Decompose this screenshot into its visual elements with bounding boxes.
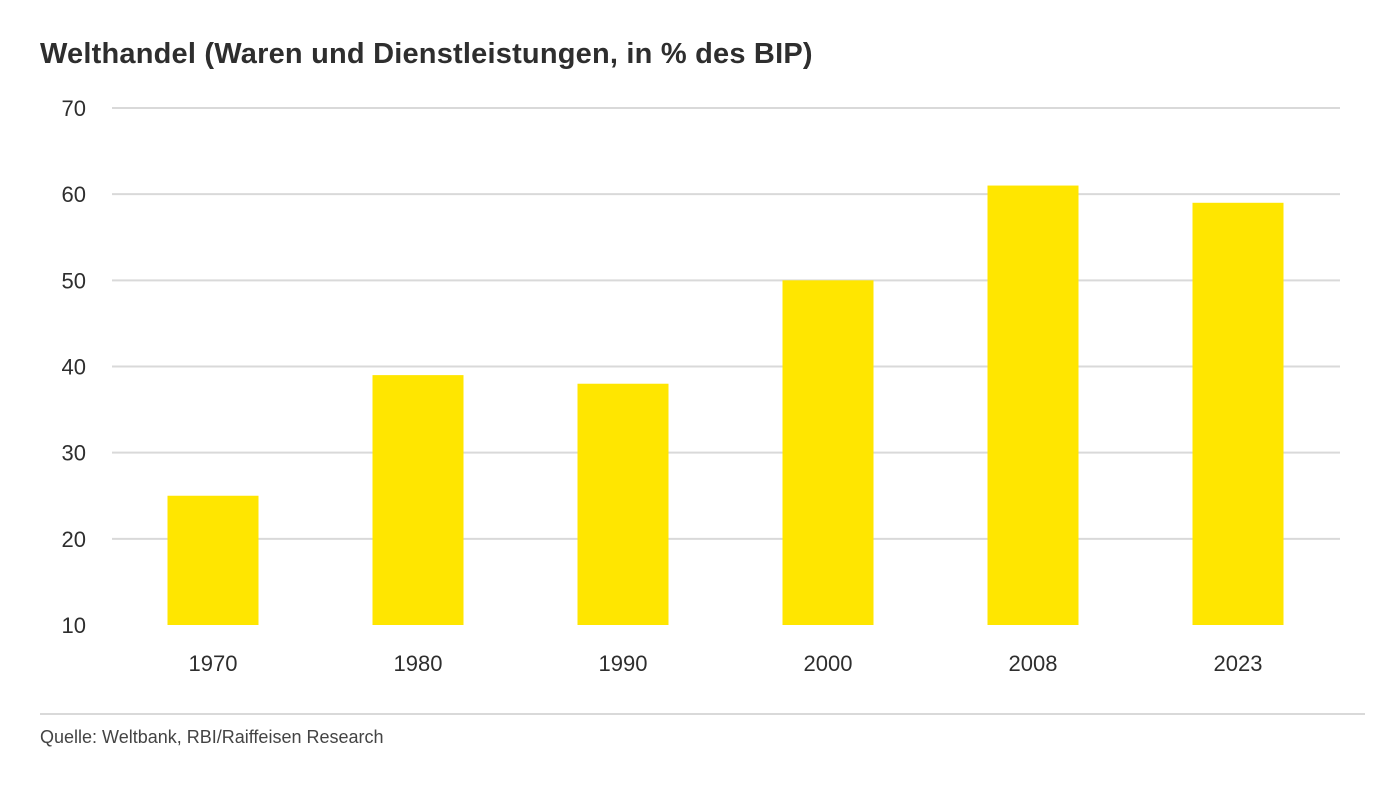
chart-title: Welthandel (Waren und Dienstleistungen, … [40, 38, 813, 70]
y-tick-label: 50 [62, 268, 86, 293]
bar-2023 [1192, 202, 1284, 626]
x-tick-label-1980: 1980 [394, 651, 443, 676]
y-tick-label: 20 [62, 527, 86, 552]
source-divider [40, 713, 1365, 715]
bar-1990 [577, 383, 669, 625]
x-tick-label-1990: 1990 [599, 651, 648, 676]
y-tick-label: 60 [62, 182, 86, 207]
x-axis-tick-labels: 1970 1980 1990 2000 2008 2023 [189, 651, 1263, 676]
x-tick-label-2023: 2023 [1214, 651, 1263, 676]
y-tick-label: 30 [62, 441, 86, 466]
bar-1980 [372, 375, 464, 625]
bar-2000 [782, 280, 874, 625]
y-tick-label: 10 [62, 613, 86, 638]
gridlines [112, 107, 1340, 540]
x-tick-label-2008: 2008 [1009, 651, 1058, 676]
x-tick-label-1970: 1970 [189, 651, 238, 676]
source-note: Quelle: Weltbank, RBI/Raiffeisen Researc… [40, 727, 384, 747]
x-tick-label-2000: 2000 [804, 651, 853, 676]
bar-chart: 10 20 30 40 50 60 70 1970 1980 1990 2000 2008 2023 [62, 96, 1340, 676]
bars [167, 185, 1284, 626]
y-axis-tick-labels: 10 20 30 40 50 60 70 [62, 96, 86, 638]
y-tick-label: 40 [62, 355, 86, 380]
y-tick-label: 70 [62, 96, 86, 121]
bar-1970 [167, 495, 259, 625]
bar-2008 [987, 185, 1079, 626]
